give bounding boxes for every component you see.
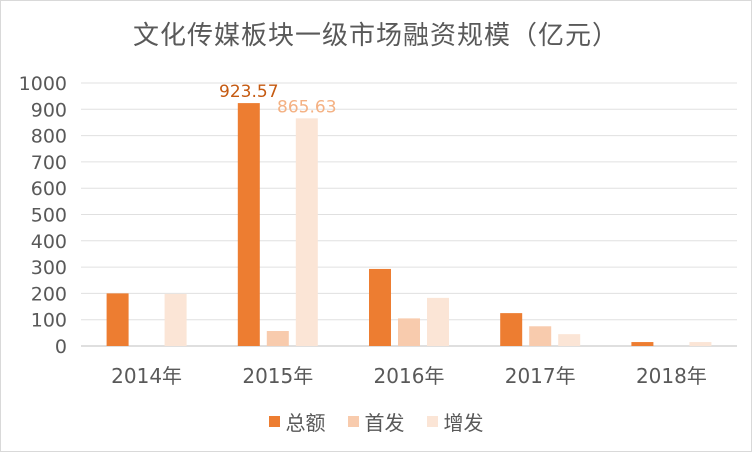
x-tick-label: 2017年 (505, 364, 576, 388)
y-tick-label: 1000 (19, 73, 67, 95)
bar-总额-2017年 (500, 313, 523, 346)
bar-首发-2016年 (398, 318, 420, 346)
x-tick-label: 2018年 (636, 364, 707, 388)
y-tick-label: 400 (31, 231, 67, 253)
chart-title: 文化传媒板块一级市场融资规模（亿元） (132, 21, 619, 51)
bar-增发-2018年 (689, 342, 712, 346)
legend-swatch (268, 416, 280, 427)
bar-总额-2016年 (369, 268, 391, 346)
x-tick-label: 2015年 (242, 364, 313, 388)
legend-item: 增发 (426, 407, 484, 436)
legend-label: 总额 (285, 411, 326, 435)
y-tick-label: 800 (31, 126, 67, 148)
y-tick-label: 700 (31, 152, 67, 174)
bar-总额-2015年 (237, 103, 260, 346)
bar-首发-2015年 (266, 331, 289, 346)
data-label: 923.57 (219, 82, 278, 102)
data-label: 865.63 (277, 97, 336, 117)
bar-首发-2017年 (529, 326, 552, 346)
bar-总额-2018年 (631, 342, 654, 346)
legend-swatch (347, 416, 359, 427)
y-tick-label: 200 (31, 283, 67, 305)
y-tick-label: 100 (31, 310, 67, 332)
chart-legend: 总额 首发 增发 (1, 407, 751, 436)
bar-增发-2016年 (427, 297, 449, 346)
y-tick-label: 900 (31, 99, 67, 121)
legend-label: 增发 (443, 411, 484, 435)
y-tick-label: 600 (31, 178, 67, 200)
y-tick-label: 300 (31, 257, 67, 279)
bar-总额-2014年 (106, 293, 129, 346)
legend-item: 总额 (268, 407, 326, 436)
bar-增发-2015年 (295, 118, 318, 346)
bar-增发-2017年 (558, 334, 581, 346)
legend-label: 首发 (364, 411, 405, 435)
y-tick-label: 0 (55, 336, 67, 358)
x-tick-label: 2014年 (111, 364, 182, 388)
legend-item: 首发 (347, 407, 405, 436)
x-tick-label: 2016年 (374, 364, 445, 388)
y-tick-label: 500 (31, 205, 67, 227)
bar-增发-2014年 (164, 293, 187, 346)
legend-swatch (426, 416, 438, 427)
